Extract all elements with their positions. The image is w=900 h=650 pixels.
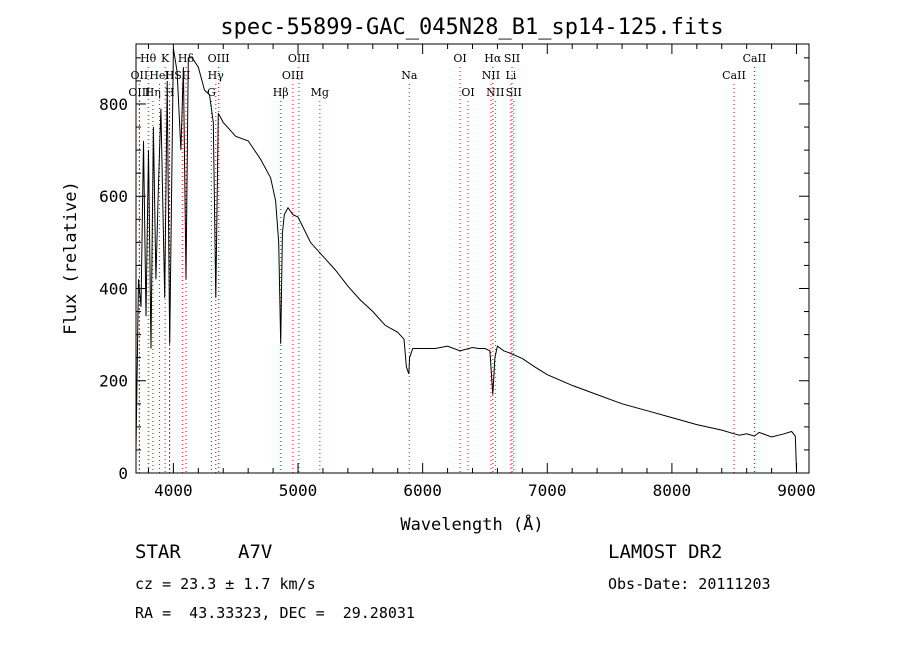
y-tick-label: 800: [99, 95, 128, 114]
spectral-line-label: H: [165, 86, 175, 99]
y-tick-label: 0: [118, 464, 128, 483]
y-tick-label: 600: [99, 187, 128, 206]
sky-coordinates: RA = 43.33323, DEC = 29.28031: [135, 604, 415, 622]
x-tick-label: 9000: [777, 481, 816, 500]
spectral-line-label: OIII: [208, 52, 230, 65]
y-tick-label: 200: [99, 372, 128, 391]
redshift-velocity: cz = 23.3 ± 1.7 km/s: [135, 575, 316, 593]
spectral-line-label: Hβ: [273, 86, 289, 99]
x-tick-label: 6000: [403, 481, 442, 500]
spectral-line-label: OIII: [288, 52, 310, 65]
y-axis-label: Flux (relative): [61, 181, 81, 335]
spectral-line-label: NII: [482, 69, 500, 82]
y-tick-labels: 0 200 400 600 800: [99, 95, 128, 483]
x-axis-label: Wavelength (Å): [400, 513, 543, 535]
y-tick-label: 400: [99, 279, 128, 298]
spectral-line-label: Hθ: [140, 52, 157, 65]
x-tick-label: 7000: [528, 481, 567, 500]
spectral-line-label: OI: [461, 86, 474, 99]
x-tick-label: 8000: [653, 481, 692, 500]
spectral-line-label: Hα: [484, 52, 502, 65]
object-subclass: A7V: [238, 541, 273, 563]
axis-ticks: [136, 44, 809, 474]
spectral-line-label: Hδ: [178, 52, 195, 65]
spectral-line-markers: [138, 67, 755, 473]
spectral-line-label: NII: [486, 86, 504, 99]
spectral-line-label: HeI: [149, 69, 169, 82]
spectral-line-label: OIII: [128, 86, 150, 99]
spectral-line-label: Hη: [145, 86, 161, 99]
observation-date: Obs-Date: 20111203: [608, 575, 771, 593]
spectral-line-label: SII: [174, 69, 190, 82]
chart-title: spec-55899-GAC_045N28_B1_sp14-125.fits: [220, 15, 723, 40]
spectral-line-label: SII: [506, 86, 522, 99]
object-class: STAR: [135, 541, 181, 563]
spectral-line-label: SII: [504, 52, 520, 65]
spectral-line-label: OI: [453, 52, 466, 65]
survey-name: LAMOST DR2: [608, 541, 723, 563]
spectral-line-label: CaII: [722, 69, 746, 82]
spectral-line-label: OIII: [282, 69, 304, 82]
spectral-line-label: CaII: [743, 52, 767, 65]
spectral-line-label: Na: [401, 69, 418, 82]
spectral-line-label: G: [207, 86, 216, 99]
spectral-line-label: Mg: [311, 86, 329, 99]
x-tick-labels: 4000 5000 6000 7000 8000 9000: [154, 481, 816, 500]
spectral-line-label: Hγ: [208, 69, 225, 82]
spectral-line-label: OII: [131, 69, 149, 82]
spectral-line-label: K: [161, 52, 170, 65]
spectral-line-label: Li: [505, 69, 516, 82]
plot-frame: [135, 43, 810, 474]
x-tick-label: 5000: [279, 481, 318, 500]
spectrum-series-line: [135, 48, 797, 471]
x-tick-label: 4000: [154, 481, 193, 500]
spectral-line-label: H: [165, 69, 175, 82]
